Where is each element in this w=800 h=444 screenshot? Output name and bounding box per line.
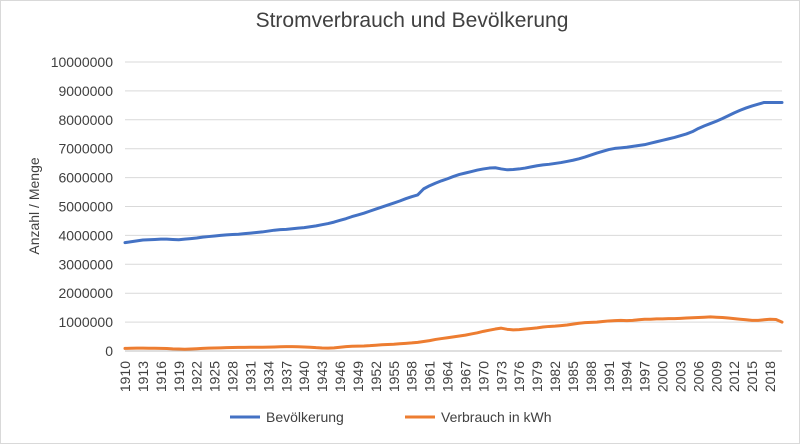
x-tick-label: 1979 xyxy=(529,361,545,392)
x-tick-label: 1952 xyxy=(368,361,384,392)
y-tick-label: 3000000 xyxy=(58,256,113,272)
x-tick-label: 2003 xyxy=(672,361,688,392)
x-tick-label: 2015 xyxy=(744,361,760,392)
x-tick-label: 1964 xyxy=(440,361,456,392)
gridlines xyxy=(125,61,782,352)
x-tick-label: 1913 xyxy=(135,361,151,392)
x-tick-label: 1982 xyxy=(547,361,563,392)
x-tick-label: 1916 xyxy=(153,361,169,392)
x-tick-label: 1937 xyxy=(278,361,294,392)
x-tick-label: 1922 xyxy=(189,361,205,392)
x-tick-label: 1955 xyxy=(386,361,402,392)
legend: Bevölkerung Verbrauch in kWh xyxy=(230,409,552,425)
x-tick-label: 1985 xyxy=(565,361,581,392)
series-line-1 xyxy=(123,100,784,245)
x-tick-label: 1970 xyxy=(475,361,491,392)
y-tick-label: 7000000 xyxy=(58,141,113,157)
y-axis-title: Anzahl / Menge xyxy=(26,157,42,254)
x-tick-label: 1940 xyxy=(296,361,312,392)
x-tick-label: 2000 xyxy=(655,361,671,392)
x-tick-label: 1994 xyxy=(619,361,635,392)
y-tick-label: 4000000 xyxy=(58,227,113,243)
x-tick-label: 1919 xyxy=(171,361,187,392)
y-tick-label: 9000000 xyxy=(58,83,113,99)
chart-title: Stromverbrauch und Bevölkerung xyxy=(256,9,569,32)
x-tick-label: 1928 xyxy=(225,361,241,392)
x-tick-label: 1991 xyxy=(601,361,617,392)
x-tick-label: 1925 xyxy=(207,361,223,392)
legend-label: Bevölkerung xyxy=(266,409,344,425)
series-line-2 xyxy=(123,315,784,351)
y-tick-label: 10000000 xyxy=(51,54,114,70)
x-tick-label: 2012 xyxy=(726,361,742,392)
x-tick-label: 1934 xyxy=(260,361,276,392)
x-tick-label: 1976 xyxy=(511,361,527,392)
y-axis-tick-labels: 0 1000000 2000000 3000000 4000000 5000000 6000… xyxy=(51,54,114,359)
legend-label: Verbrauch in kWh xyxy=(441,409,552,425)
x-tick-label: 1949 xyxy=(350,361,366,392)
x-tick-label: 1946 xyxy=(332,361,348,392)
y-tick-label: 1000000 xyxy=(58,314,113,330)
x-tick-label: 2006 xyxy=(690,361,706,392)
x-tick-label: 1967 xyxy=(457,361,473,392)
x-tick-label: 2009 xyxy=(708,361,724,392)
y-tick-label: 5000000 xyxy=(58,199,113,215)
series-lines xyxy=(123,100,784,351)
x-tick-label: 1910 xyxy=(117,361,133,392)
x-tick-label: 1931 xyxy=(242,361,258,392)
x-tick-label: 1997 xyxy=(637,361,653,392)
x-tick-label: 1961 xyxy=(422,361,438,392)
x-axis-tick-labels: 1910 1913 1916 1919 1922 1925 1928 1931 1934 1937… xyxy=(117,361,778,392)
y-tick-label: 2000000 xyxy=(58,285,113,301)
x-tick-label: 1973 xyxy=(493,361,509,392)
x-tick-label: 1988 xyxy=(583,361,599,392)
y-tick-label: 6000000 xyxy=(58,170,113,186)
x-tick-label: 2018 xyxy=(762,361,778,392)
y-tick-label: 8000000 xyxy=(58,112,113,128)
x-tick-label: 1943 xyxy=(314,361,330,392)
y-tick-label: 0 xyxy=(105,343,113,359)
x-tick-label: 1958 xyxy=(404,361,420,392)
